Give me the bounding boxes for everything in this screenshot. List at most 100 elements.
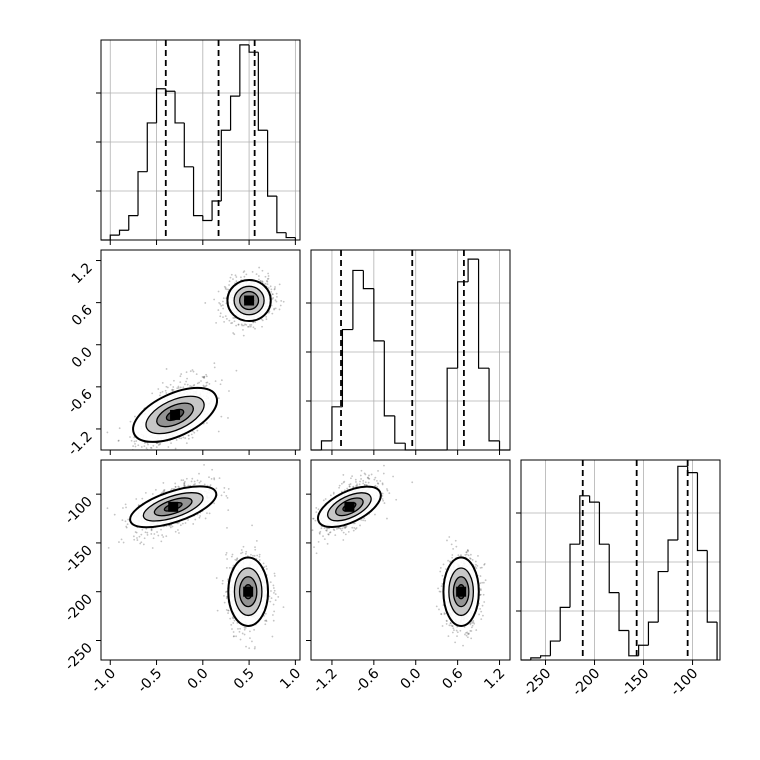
scatter-point	[243, 626, 246, 629]
scatter-point	[445, 620, 448, 623]
scatter-point	[463, 626, 466, 628]
z-tick-label-bottom: -100	[668, 666, 702, 700]
scatter-point	[481, 604, 484, 607]
scatter-point	[185, 380, 187, 383]
scatter-point	[214, 380, 217, 383]
scatter-point	[261, 280, 264, 283]
scatter-point	[443, 612, 446, 615]
scatter-point	[282, 606, 285, 609]
scatter-point	[199, 480, 202, 483]
scatter-point	[450, 624, 453, 627]
scatter-point	[274, 593, 277, 596]
scatter-point	[279, 304, 282, 307]
scatter-point	[223, 285, 226, 288]
scatter-point	[465, 551, 468, 553]
hist-bar	[146, 122, 157, 172]
hist-bar	[477, 259, 490, 369]
scatter-point	[469, 630, 472, 632]
scatter-point	[266, 278, 269, 280]
scatter-point	[220, 379, 223, 382]
scatter-point	[252, 321, 255, 324]
scatter-point	[351, 475, 353, 478]
hist-bar	[488, 368, 500, 442]
scatter-point	[363, 484, 366, 486]
scatter-point	[170, 442, 172, 445]
scatter-point	[205, 384, 208, 387]
scatter-point	[273, 308, 276, 311]
scatter-point	[173, 379, 175, 382]
scatter-point	[137, 504, 140, 507]
scatter-point	[233, 333, 236, 336]
scatter-point	[107, 546, 110, 549]
scatter-point	[227, 609, 230, 612]
scatter-point	[237, 323, 240, 326]
scatter-point	[169, 383, 172, 386]
scatter-point	[162, 536, 165, 538]
scatter-point	[187, 484, 190, 487]
scatter-point	[265, 565, 268, 568]
scatter-point	[278, 283, 281, 286]
scatter-point	[145, 527, 148, 530]
hist-bar	[192, 166, 203, 217]
scatter-point	[241, 632, 244, 635]
scatter-point	[171, 389, 173, 391]
scatter-point	[268, 595, 271, 598]
scatter-point	[254, 646, 256, 648]
scatter-point	[325, 529, 327, 532]
scatter-point	[213, 362, 216, 365]
scatter-point	[266, 280, 269, 283]
scatter-point	[194, 518, 197, 521]
scatter-point	[482, 593, 485, 596]
hist-bar	[220, 129, 231, 201]
scatter-point	[226, 496, 229, 499]
scatter-point	[467, 550, 469, 553]
scatter-point	[223, 320, 226, 323]
scatter-point	[308, 538, 310, 540]
y-tick-label-left: 1.2	[69, 260, 96, 287]
scatter-point	[120, 538, 123, 541]
hist-bar	[267, 130, 277, 197]
y-tick-label-left: 0.6	[69, 302, 96, 329]
scatter-point	[264, 282, 267, 285]
hist-bar	[341, 328, 353, 407]
hist-bar	[239, 44, 250, 97]
hist-bar	[618, 592, 629, 632]
scatter-point	[222, 300, 224, 303]
scatter-point	[267, 311, 270, 314]
scatter-point	[308, 540, 310, 542]
axes-frame-hist-z	[520, 459, 721, 661]
scatter-point	[249, 325, 252, 328]
scatter-point	[216, 609, 219, 612]
scatter-point	[227, 488, 230, 490]
scatter-point	[395, 498, 398, 501]
scatter-point	[245, 273, 248, 276]
scatter-point	[381, 492, 384, 495]
scatter-point	[195, 373, 198, 376]
scatter-point	[464, 554, 467, 556]
scatter-point	[160, 540, 163, 543]
scatter-point	[440, 585, 443, 588]
scatter-point	[465, 634, 468, 637]
scatter-point	[466, 636, 469, 639]
scatter-point	[155, 456, 157, 458]
scatter-point	[456, 635, 458, 638]
scatter-point	[377, 470, 379, 472]
scatter-point	[240, 549, 243, 551]
scatter-point	[225, 317, 228, 320]
scatter-point	[225, 591, 227, 593]
scatter-point	[213, 478, 216, 481]
scatter-point	[263, 566, 266, 569]
scatter-point	[168, 524, 171, 527]
density-peak	[344, 501, 355, 512]
scatter-point	[217, 430, 220, 433]
scatter-point	[125, 526, 128, 529]
scatter-point	[191, 477, 194, 480]
scatter-point	[217, 397, 220, 400]
scatter-point	[182, 479, 185, 482]
scatter-point	[272, 587, 275, 589]
scatter-point	[481, 581, 484, 584]
scatter-point	[129, 420, 132, 423]
scatter-point	[467, 554, 470, 557]
scatter-point	[344, 526, 347, 529]
